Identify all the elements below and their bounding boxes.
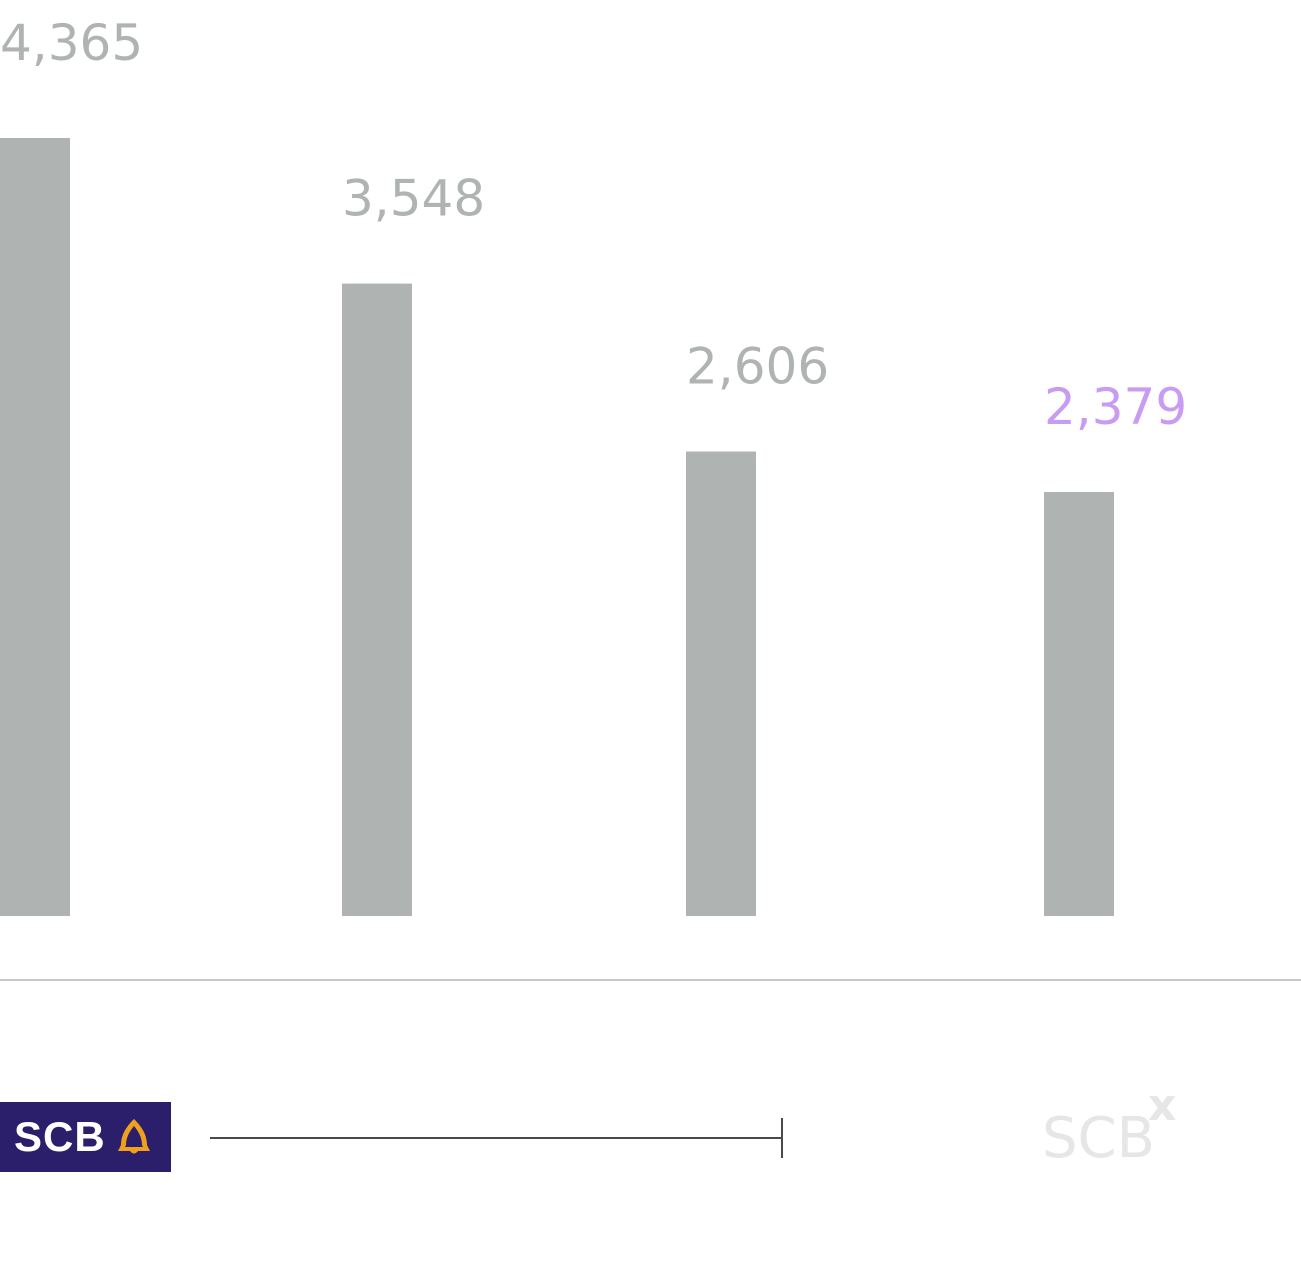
scb-logo-text: SCB	[14, 1113, 106, 1160]
scbx-logo: SCB x	[1040, 1080, 1200, 1171]
bar-value-label-2: 3,548	[342, 170, 485, 228]
bars-group	[0, 138, 1114, 916]
scb-logo: SCB	[0, 1102, 171, 1172]
bar-value-label-4: 2,379	[1044, 378, 1187, 436]
bar-1	[0, 138, 70, 916]
bar-3	[686, 451, 756, 916]
scbx-logo-x: x	[1148, 1080, 1177, 1131]
value-labels-group: 4,365 3,548 2,606 2,379	[0, 14, 1187, 436]
bar-value-label-1: 4,365	[0, 14, 143, 72]
scbx-logo-text: SCB	[1042, 1106, 1156, 1171]
bar-4	[1044, 491, 1114, 916]
bell-icon	[117, 1119, 150, 1154]
bar-2	[342, 283, 412, 916]
bar-value-label-3: 2,606	[686, 338, 829, 396]
